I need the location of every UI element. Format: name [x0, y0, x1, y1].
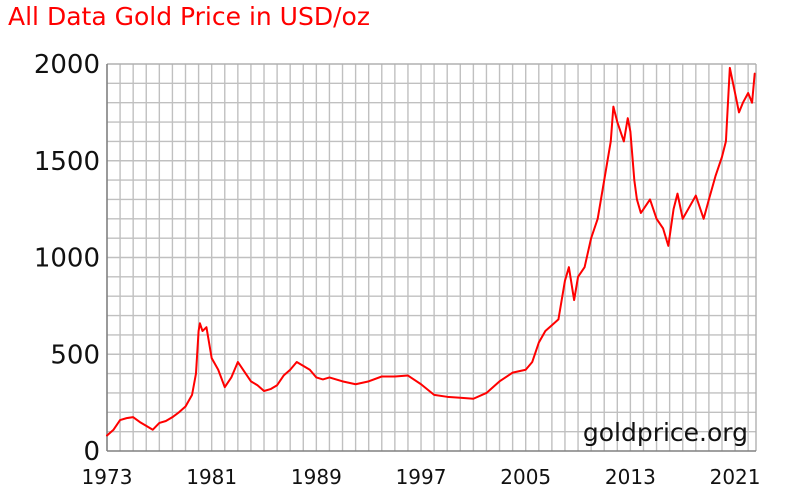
grid-lines — [107, 64, 756, 451]
x-tick-label: 2021 — [710, 465, 761, 489]
chart-title: All Data Gold Price in USD/oz — [8, 2, 370, 31]
axes — [106, 63, 757, 452]
x-tick-labels: 1973 1981 1989 1997 2005 2013 2021 — [82, 465, 761, 489]
y-tick-labels: 0 500 1000 1500 2000 — [34, 50, 100, 467]
x-tick-label: 1981 — [186, 465, 237, 489]
y-tick-label: 1000 — [34, 244, 100, 274]
series-layer — [106, 66, 756, 437]
y-tick-label: 500 — [50, 340, 100, 370]
x-tick-label: 1997 — [396, 465, 447, 489]
x-tick-label: 1989 — [291, 465, 342, 489]
y-tick-label: 0 — [83, 437, 100, 467]
y-tick-label: 2000 — [34, 50, 100, 80]
x-tick-label: 1973 — [82, 465, 133, 489]
gold-price-series-line — [106, 66, 756, 437]
watermark-text: goldprice.org — [583, 418, 748, 447]
x-tick-label: 2013 — [605, 465, 656, 489]
x-tick-label: 2005 — [500, 465, 551, 489]
y-tick-label: 1500 — [34, 147, 100, 177]
